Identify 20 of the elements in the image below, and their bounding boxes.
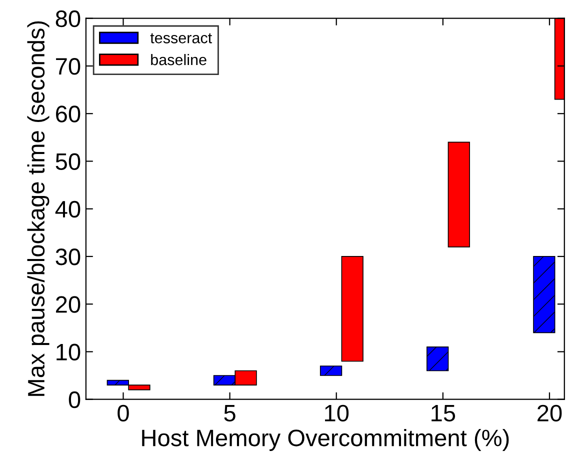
y-tick-label: 70 [56,58,80,75]
y-tick-label: 40 [55,200,80,218]
y-tick-label: 10 [56,344,80,360]
x-tick-label: 0 [118,404,129,422]
y-tick-label: 60 [56,106,80,122]
y-tick-label: 30 [56,248,80,266]
y-axis-title: Max pause/blockage time (seconds) [27,21,50,396]
x-tick-label: 15 [432,405,456,422]
y-tick-label: 0 [68,391,80,408]
bar [341,256,364,362]
x-tick-label: 20 [538,404,562,422]
y-tick-label: 20 [56,296,80,313]
y-tick-label: 50 [56,153,80,170]
bar [448,142,470,248]
legend-label: baseline [151,54,206,66]
x-tick-label: 10 [325,404,349,422]
x-axis-title: Host Memory Overcommitment (%) [142,428,509,451]
y-tick-label: 80 [56,10,80,28]
x-tick-label: 5 [224,405,236,422]
legend-label: tesseract [150,33,212,44]
